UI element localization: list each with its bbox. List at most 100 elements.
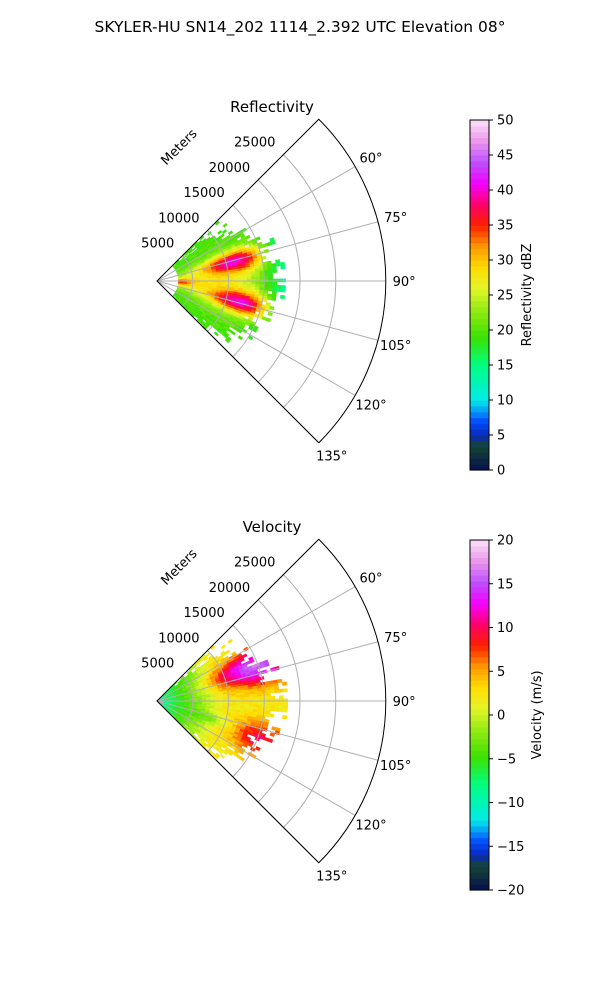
colorbar-segment — [470, 394, 489, 401]
colorbar-segment — [470, 452, 489, 459]
colorbar-segment — [470, 820, 489, 827]
radar-cell — [270, 704, 276, 709]
colorbar-tick-label: 10 — [497, 621, 514, 636]
radar-cell — [216, 277, 222, 281]
radar-cell — [244, 696, 250, 700]
colorbar-segment — [470, 137, 489, 144]
colorbar-segment — [470, 318, 489, 325]
colorbar-segment — [470, 627, 489, 634]
colorbar-segment — [470, 691, 489, 699]
velocity-panel-title: Velocity — [243, 518, 302, 536]
colorbar-segment — [470, 201, 489, 209]
colorbar-segment — [470, 575, 489, 582]
reflectivity-polar-axes: 5000 10000 15000 20000 25000 60° 75° 90° 105° 120… — [141, 118, 416, 465]
radar-cell — [257, 690, 263, 695]
azimuth-gridline — [156, 700, 379, 761]
radar-cell — [219, 233, 225, 239]
colorbar-segment — [470, 843, 489, 850]
radar-cell — [259, 281, 265, 285]
radar-cell — [222, 750, 228, 756]
colorbar-segment — [470, 184, 489, 191]
colorbar-segment — [470, 149, 489, 156]
radar-cell — [230, 330, 236, 336]
radar-cell — [242, 281, 248, 285]
colorbar-segment — [470, 796, 489, 804]
radar-cell — [240, 701, 246, 705]
radar-cell — [280, 288, 286, 293]
radar-cell — [264, 662, 270, 668]
colorbar-segment — [470, 674, 489, 681]
radar-cell — [244, 701, 250, 705]
radar-cell — [219, 753, 226, 759]
radar-cell — [282, 688, 288, 693]
colorbar-segment — [470, 656, 489, 664]
radar-cell — [227, 230, 234, 236]
radar-cell — [279, 698, 284, 703]
azimuth-tick-label: 105° — [380, 759, 411, 774]
radar-cell — [263, 284, 269, 289]
azimuth-tick-label: 75° — [384, 211, 407, 226]
radar-cell — [238, 277, 243, 280]
radar-cell — [269, 305, 275, 311]
range-tick-label: 10000 — [158, 211, 199, 226]
radar-cell — [272, 284, 278, 289]
radar-cell — [259, 276, 265, 280]
colorbar-segment — [470, 662, 489, 669]
radar-cell — [257, 693, 263, 697]
colorbar-segment — [470, 423, 489, 430]
colorbar-segment — [470, 878, 489, 885]
colorbar-segment — [470, 254, 489, 261]
colorbar-segment — [470, 872, 489, 879]
radar-cell — [240, 696, 246, 700]
azimuth-gridline — [156, 700, 356, 816]
radar-cell — [278, 695, 284, 700]
radar-cell — [281, 681, 288, 686]
colorbar-segment — [470, 633, 489, 640]
radar-cell — [238, 274, 243, 278]
colorbar-segment — [470, 446, 489, 454]
azimuth-gridline — [156, 586, 356, 702]
colorbar-segment — [470, 645, 489, 652]
velocity-panel: Velocity 5000 10000 15000 20000 25000 60° 75° 9… — [141, 518, 545, 899]
radar-cell — [274, 701, 280, 706]
colorbar-segment — [470, 610, 489, 617]
reflectivity-colorbar-label: Reflectivity dBZ — [520, 244, 535, 347]
radar-cell — [236, 328, 243, 334]
colorbar-segment — [470, 225, 489, 232]
azimuth-gridline — [156, 221, 379, 282]
colorbar-segment — [470, 324, 489, 331]
colorbar-segment — [470, 680, 489, 687]
azimuth-tick-label: 120° — [355, 399, 386, 414]
colorbar-segment — [470, 557, 489, 564]
colorbar-segment — [470, 855, 489, 862]
radar-cell — [274, 689, 280, 693]
colorbar-segment — [470, 359, 489, 366]
azimuth-tick-label: 90° — [393, 695, 416, 710]
colorbar-segment — [470, 125, 489, 133]
colorbar-segment — [470, 615, 489, 623]
colorbar-segment — [470, 300, 489, 308]
colorbar-segment — [470, 388, 489, 395]
colorbar-segment — [470, 120, 489, 127]
radar-cell — [214, 220, 221, 226]
colorbar-segment — [470, 849, 489, 856]
colorbar-segment — [470, 685, 489, 693]
radar-cell — [268, 284, 273, 289]
radar-cell — [283, 701, 289, 706]
colorbar-tick-label: 0 — [497, 709, 505, 724]
colorbar-segment — [470, 405, 489, 413]
radar-cell — [274, 698, 280, 703]
colorbar-tick-label: 45 — [497, 149, 514, 164]
colorbar-tick-label: 10 — [497, 394, 514, 409]
radar-cell — [224, 338, 231, 344]
colorbar-segment — [470, 586, 489, 594]
colorbar-tick-label: 0 — [497, 464, 505, 479]
radar-cell — [278, 708, 284, 713]
radar-cell — [269, 689, 275, 694]
colorbar-segment — [470, 195, 489, 203]
colorbar-segment — [470, 382, 489, 389]
azimuth-tick-label: 60° — [359, 151, 382, 166]
colorbar-segment — [470, 207, 489, 214]
radar-cell — [263, 273, 269, 277]
